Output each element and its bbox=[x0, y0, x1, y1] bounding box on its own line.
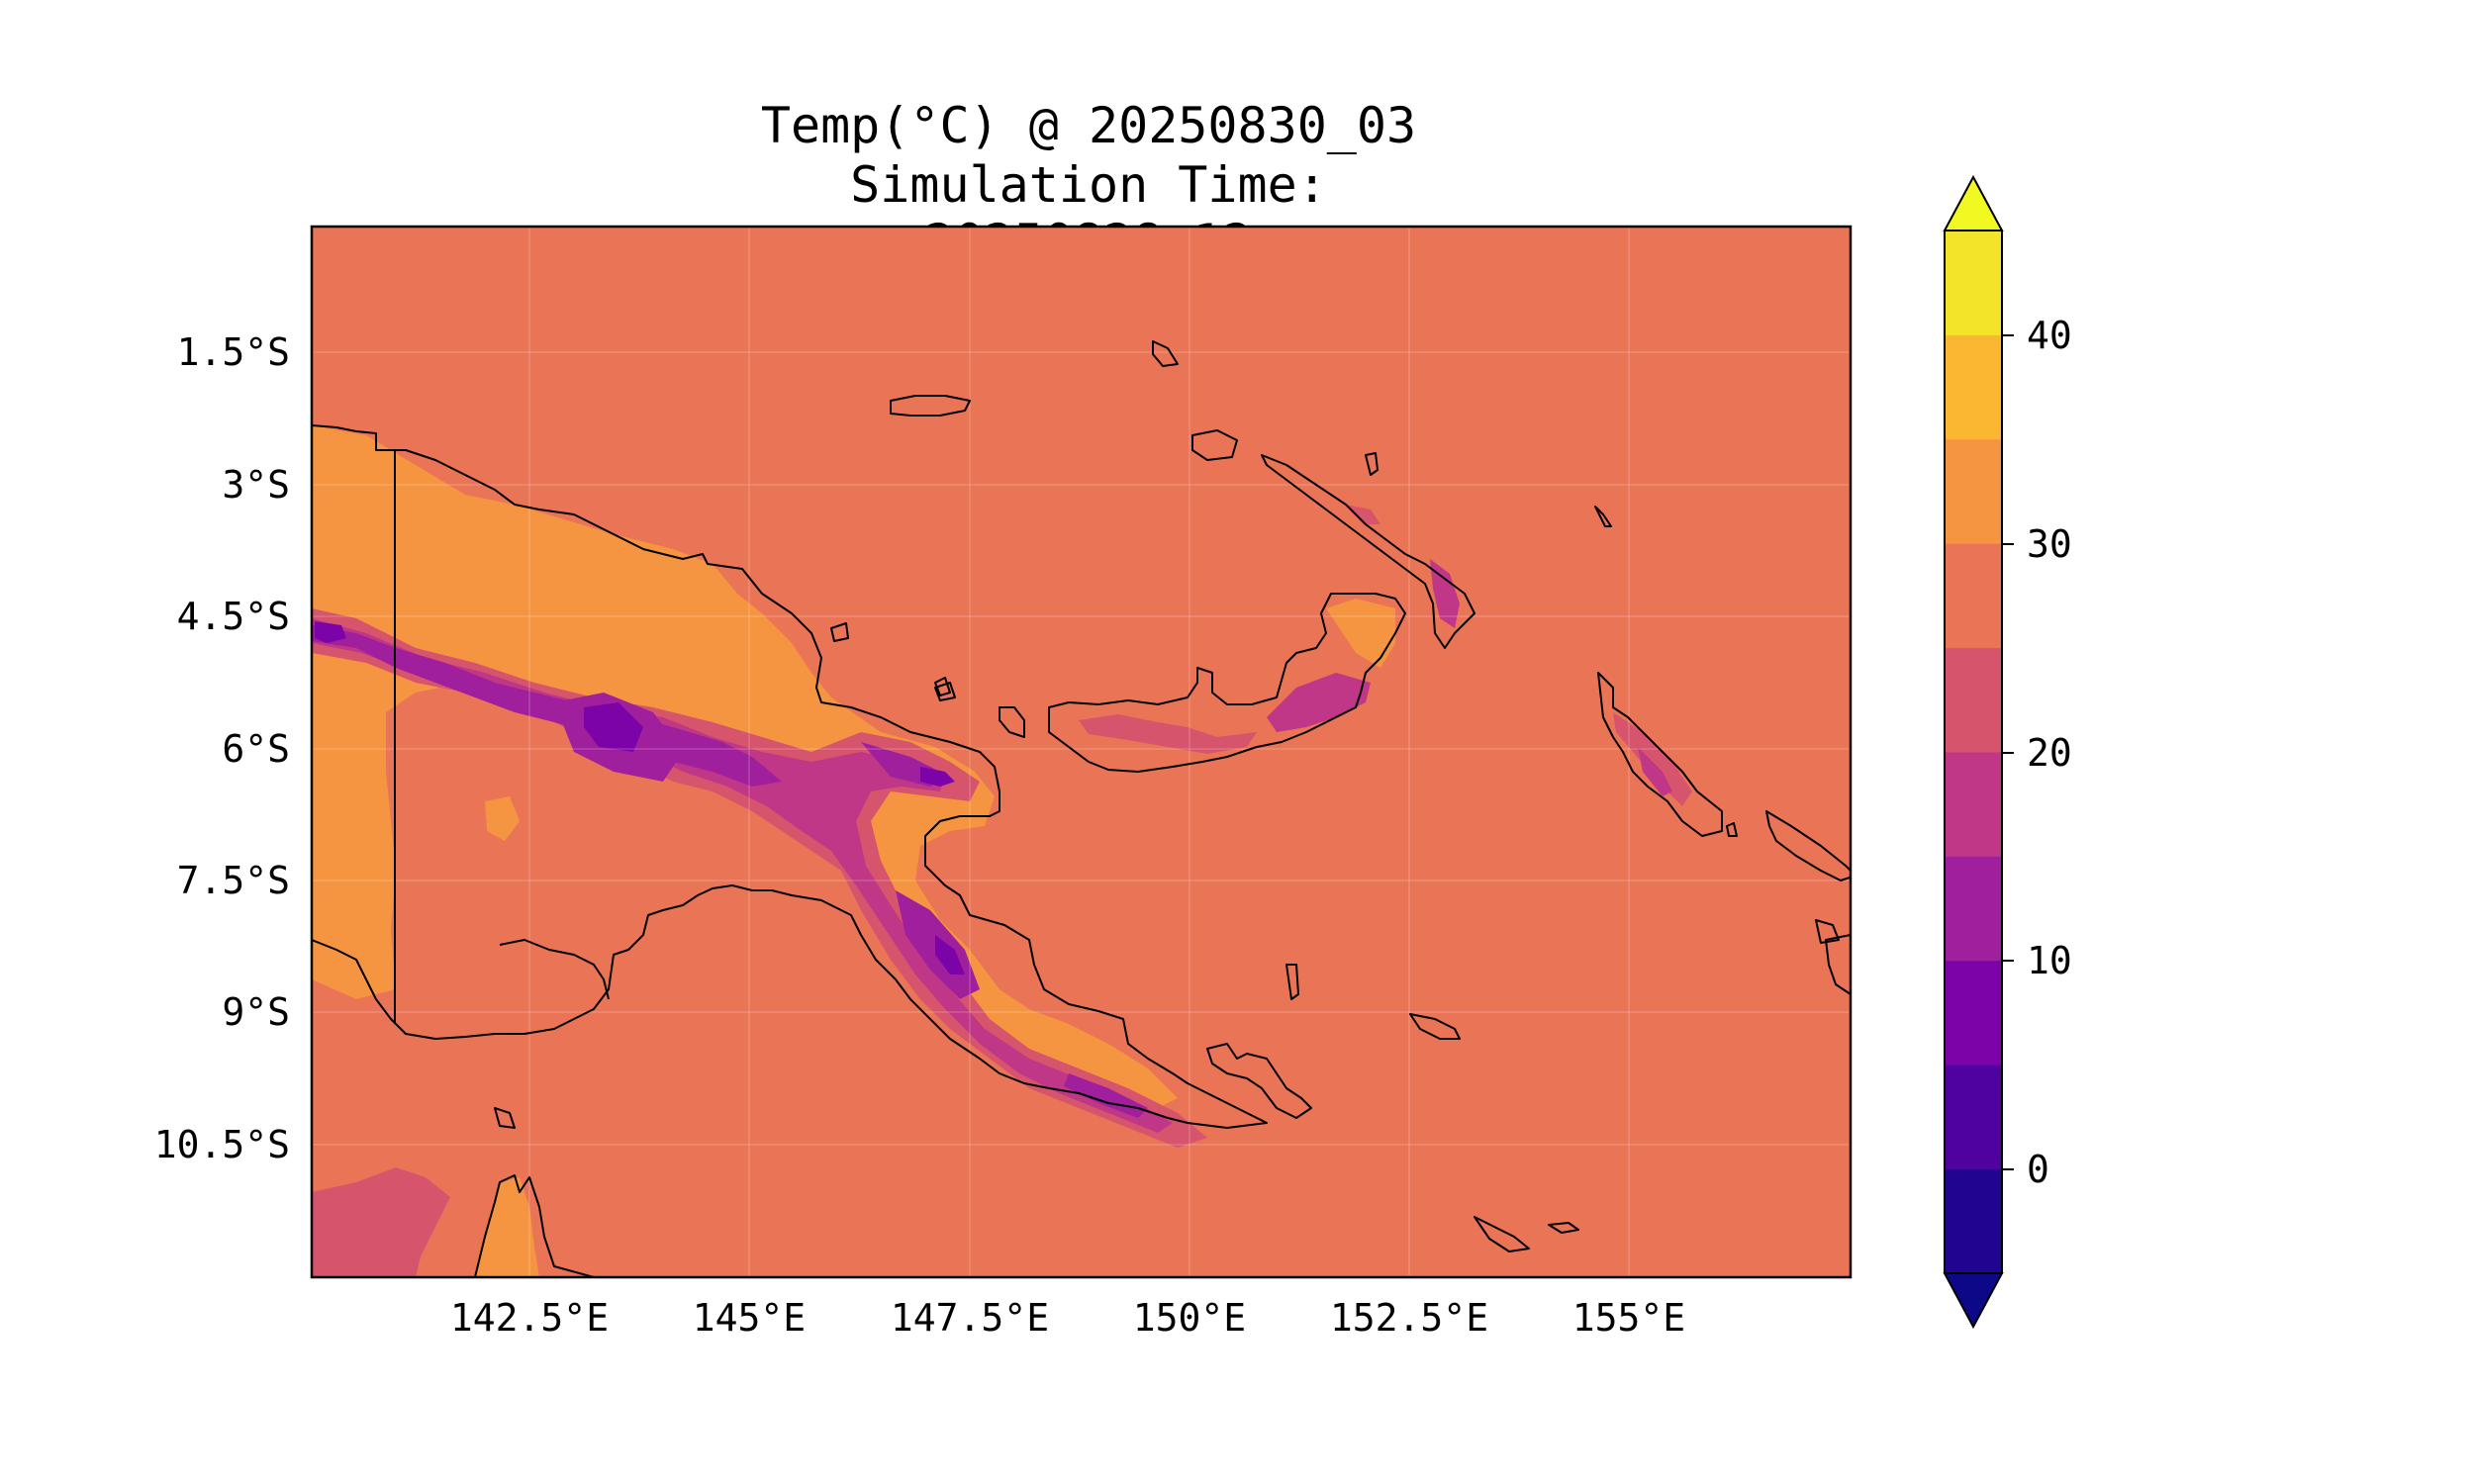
map-gridlines bbox=[312, 227, 1851, 1277]
x-tick-label: 142.5°E bbox=[450, 1296, 609, 1340]
colorbar-tick-label: 20 bbox=[2027, 731, 2072, 775]
x-tick-label: 155°E bbox=[1572, 1296, 1685, 1340]
coastline-fly-estuary bbox=[499, 939, 610, 1000]
temp-band-15-20-spine bbox=[312, 618, 1173, 1133]
coastline-new-guinea-north bbox=[312, 424, 1268, 1129]
y-tick-label: 9°S bbox=[222, 990, 290, 1034]
colorbar-tick-label: 0 bbox=[2027, 1148, 2049, 1191]
coastline-d-entrecasteaux bbox=[1206, 1043, 1312, 1119]
colorbar-band bbox=[1945, 856, 2002, 962]
x-tick-label: 147.5°E bbox=[891, 1296, 1049, 1340]
coastline-solomons-choiseul bbox=[1765, 810, 1851, 881]
map-background bbox=[312, 227, 1851, 1277]
colorbar-band bbox=[1945, 1065, 2002, 1170]
temp-band-5-10-west bbox=[315, 621, 346, 643]
x-tick-label: 152.5°E bbox=[1330, 1296, 1488, 1340]
temp-band-20-25-bougainville bbox=[1613, 712, 1692, 806]
map-frame bbox=[310, 225, 1853, 1279]
temp-band-30-35-new-britain bbox=[1326, 599, 1395, 668]
coastline-rossel bbox=[1548, 1222, 1579, 1234]
coastline-karkar bbox=[934, 677, 951, 696]
colorbar-band bbox=[1945, 543, 2002, 649]
colorbar-band bbox=[1945, 1168, 2002, 1274]
colorbar-band bbox=[1945, 647, 2002, 753]
y-tick-label: 10.5°S bbox=[154, 1123, 290, 1166]
coastline-louisiade bbox=[1474, 1216, 1530, 1252]
coastline-long-island bbox=[934, 682, 956, 701]
coastline-torres-isles bbox=[494, 1107, 516, 1129]
colorbar-bands bbox=[1945, 231, 2002, 1274]
coastline-trobriand bbox=[1285, 964, 1299, 1000]
coastline-new-ireland bbox=[1261, 454, 1475, 649]
coastline-new-britain bbox=[1048, 593, 1406, 773]
colorbar-tick-label: 10 bbox=[2027, 939, 2072, 982]
y-tick-label: 1.5°S bbox=[177, 330, 290, 374]
temp-band-5-10-core bbox=[584, 702, 643, 752]
coastline-mussau bbox=[1365, 452, 1379, 476]
coastline-island-3 bbox=[1594, 506, 1612, 527]
colorbar-band bbox=[1945, 752, 2002, 857]
coastline-woodlark bbox=[1409, 1013, 1461, 1040]
temp-band-20-25-new-ireland-n bbox=[1346, 505, 1380, 524]
y-tick-label: 3°S bbox=[222, 463, 290, 507]
temp-band-15-20-new-ireland bbox=[1430, 559, 1460, 628]
colorbar-band bbox=[1945, 960, 2002, 1066]
temp-band-5-10-east bbox=[920, 767, 955, 787]
colorbar-tick-label: 40 bbox=[2027, 314, 2072, 357]
map-panel bbox=[310, 225, 1853, 1279]
colorbar-band bbox=[1945, 231, 2002, 335]
coastline-bougainville bbox=[1597, 672, 1723, 837]
colorbar: 40 30 20 10 0 bbox=[1943, 174, 2072, 1330]
x-axis-labels: 142.5°E 145°E 147.5°E 150°E 152.5°E 155°… bbox=[450, 1296, 1685, 1340]
colorbar-band bbox=[1945, 334, 2002, 440]
y-tick-label: 6°S bbox=[222, 727, 290, 771]
coastline-buka-islet bbox=[1726, 822, 1738, 837]
coastline-bagabag bbox=[830, 622, 849, 642]
coastline-manus bbox=[890, 395, 971, 417]
coastline-umboi bbox=[999, 706, 1025, 738]
coastline-admiralty-small bbox=[1152, 340, 1179, 367]
colorbar-ticks bbox=[2002, 334, 2014, 1170]
colorbar-tick-label: 30 bbox=[2027, 522, 2072, 566]
coastline-new-guinea-south bbox=[312, 884, 1189, 1124]
temp-band-5-10-owen bbox=[935, 935, 965, 974]
y-axis-labels: 1.5°S 3°S 4.5°S 6°S 7.5°S 9°S 10.5°S bbox=[154, 330, 290, 1166]
temp-band-20-25-new-britain-w bbox=[1079, 714, 1257, 754]
temp-band-15-20-new-britain bbox=[1267, 673, 1371, 732]
coastlines bbox=[312, 340, 1851, 1277]
y-tick-label: 4.5°S bbox=[177, 595, 290, 638]
x-tick-label: 145°E bbox=[693, 1296, 806, 1340]
temp-band-15-20-bougainville bbox=[1638, 747, 1672, 796]
plot-title: Temp(°C) @ 20250830_03 bbox=[760, 97, 1417, 154]
temp-band-20-25-spine bbox=[312, 608, 1207, 1148]
coastline-cape-york bbox=[474, 1174, 595, 1277]
x-tick-label: 150°E bbox=[1133, 1296, 1246, 1340]
y-tick-label: 7.5°S bbox=[177, 859, 290, 902]
temp-band-30-35-fly-pocket bbox=[485, 796, 520, 841]
temp-band-30-35-cape-york bbox=[475, 1177, 539, 1277]
colorbar-extend-min bbox=[1943, 1272, 2004, 1330]
temp-band-20-25-australia bbox=[312, 1167, 450, 1277]
colorbar-tick-labels: 40 30 20 10 0 bbox=[2027, 314, 2072, 1191]
coastline-santa-isabel-tip bbox=[1825, 934, 1851, 995]
coastline-solomons-islet bbox=[1815, 919, 1840, 944]
colorbar-extend-max bbox=[1943, 174, 2004, 232]
coastline-new-hanover bbox=[1191, 429, 1238, 461]
colorbar-band bbox=[1945, 438, 2002, 544]
temperature-field bbox=[312, 425, 1692, 1277]
